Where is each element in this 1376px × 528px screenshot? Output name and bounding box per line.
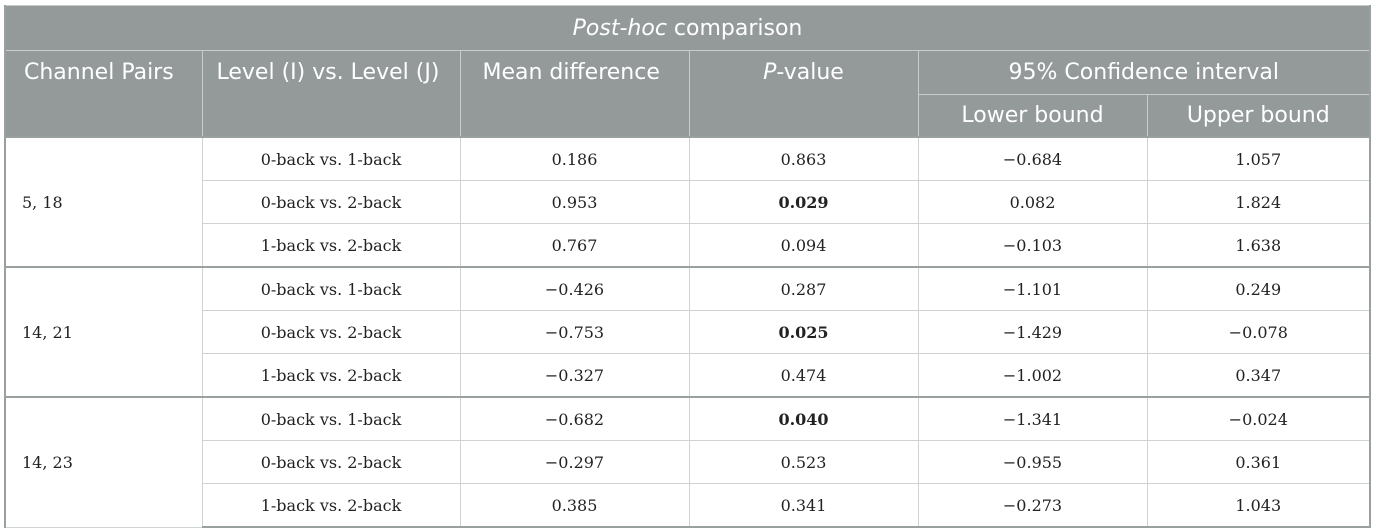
- p-value-cell: 0.341: [688, 483, 919, 528]
- lower-bound-cell: −1.341: [917, 396, 1148, 441]
- p-value-cell: 0.029: [688, 180, 919, 224]
- header-p-value: P-value: [688, 50, 919, 138]
- upper-bound-cell: 1.638: [1146, 223, 1372, 268]
- table-row: 1-back vs. 2-back −0.327 0.474 −1.002 0.347: [5, 353, 1372, 398]
- p-value-cell: 0.523: [688, 440, 919, 484]
- upper-bound-cell: 0.347: [1146, 353, 1372, 398]
- mean-difference-cell: −0.753: [459, 310, 690, 354]
- lower-bound-cell: −0.684: [917, 136, 1148, 181]
- channel-pair-cell: 14, 21: [4, 266, 203, 398]
- comparison-cell: 0-back vs. 2-back: [201, 310, 461, 354]
- header-p-italic: P: [763, 60, 777, 85]
- mean-difference-cell: 0.767: [459, 223, 690, 268]
- comparison-cell: 1-back vs. 2-back: [201, 483, 461, 528]
- comparison-cell: 1-back vs. 2-back: [201, 223, 461, 268]
- header-confidence-interval: 95% Confidence interval: [917, 50, 1372, 95]
- comparison-cell: 0-back vs. 1-back: [201, 396, 461, 441]
- p-value-cell: 0.094: [688, 223, 919, 268]
- lower-bound-cell: −1.101: [917, 266, 1148, 311]
- header-upper-bound: Upper bound: [1146, 94, 1372, 138]
- table-row: 1-back vs. 2-back 0.385 0.341 −0.273 1.043: [5, 483, 1372, 528]
- comparison-cell: 0-back vs. 1-back: [201, 136, 461, 181]
- p-value-cell: 0.474: [688, 353, 919, 398]
- lower-bound-cell: −0.273: [917, 483, 1148, 528]
- table-row: 14, 23 0-back vs. 1-back −0.682 0.040 −1.341…: [4, 396, 1372, 528]
- mean-difference-cell: 0.186: [459, 136, 690, 181]
- lower-bound-cell: −0.955: [917, 440, 1148, 484]
- header-p-rest: -value: [776, 60, 844, 85]
- mean-difference-cell: −0.426: [459, 266, 690, 311]
- lower-bound-cell: −0.103: [917, 223, 1148, 268]
- p-value-cell: 0.025: [688, 310, 919, 354]
- table-title-italic: Post-hoc: [572, 15, 667, 41]
- p-value-cell: 0.040: [688, 396, 919, 441]
- mean-difference-cell: −0.297: [459, 440, 690, 484]
- table-row: 5, 18 0-back vs. 1-back 0.186 0.863 −0.684 1.…: [4, 136, 1372, 268]
- mean-difference-cell: −0.327: [459, 353, 690, 398]
- upper-bound-cell: 0.361: [1146, 440, 1372, 484]
- table-row: 0-back vs. 2-back −0.297 0.523 −0.955 0.361: [5, 440, 1372, 484]
- channel-pair-cell: 5, 18: [4, 136, 203, 268]
- p-value-cell: 0.863: [688, 136, 919, 181]
- header-mean-difference: Mean difference: [459, 50, 690, 138]
- upper-bound-cell: 0.249: [1146, 266, 1372, 311]
- comparison-cell: 0-back vs. 2-back: [201, 180, 461, 224]
- mean-difference-cell: −0.682: [459, 396, 690, 441]
- lower-bound-cell: −1.002: [917, 353, 1148, 398]
- p-value-cell: 0.287: [688, 266, 919, 311]
- post-hoc-table-container: Post-hoc comparison Channel Pairs Level …: [3, 5, 1372, 528]
- table-row: 14, 21 0-back vs. 1-back −0.426 0.287 −1.101…: [4, 266, 1372, 398]
- channel-pair-cell: 14, 23: [4, 396, 203, 528]
- lower-bound-cell: −1.429: [917, 310, 1148, 354]
- comparison-cell: 0-back vs. 1-back: [201, 266, 461, 311]
- mean-difference-cell: 0.385: [459, 483, 690, 528]
- table-row: 1-back vs. 2-back 0.767 0.094 −0.103 1.638: [5, 223, 1372, 268]
- upper-bound-cell: 1.824: [1146, 180, 1372, 224]
- comparison-cell: 1-back vs. 2-back: [201, 353, 461, 398]
- header-channel-pairs: Channel Pairs: [4, 50, 203, 138]
- table-row: 0-back vs. 2-back −0.753 0.025 −1.429 −0.078: [5, 310, 1372, 354]
- table-title-rest: comparison: [666, 15, 803, 41]
- upper-bound-cell: −0.024: [1146, 396, 1372, 441]
- table-row: 0-back vs. 2-back 0.953 0.029 0.082 1.824: [5, 180, 1372, 224]
- upper-bound-cell: −0.078: [1146, 310, 1372, 354]
- post-hoc-comparison-table: Post-hoc comparison Channel Pairs Level …: [3, 5, 1372, 528]
- mean-difference-cell: 0.953: [459, 180, 690, 224]
- header-lower-bound: Lower bound: [917, 94, 1148, 138]
- lower-bound-cell: 0.082: [917, 180, 1148, 224]
- table-title: Post-hoc comparison: [3, 5, 1372, 51]
- comparison-cell: 0-back vs. 2-back: [201, 440, 461, 484]
- upper-bound-cell: 1.057: [1146, 136, 1372, 181]
- header-levels: Level (I) vs. Level (J): [201, 50, 461, 138]
- upper-bound-cell: 1.043: [1146, 483, 1372, 528]
